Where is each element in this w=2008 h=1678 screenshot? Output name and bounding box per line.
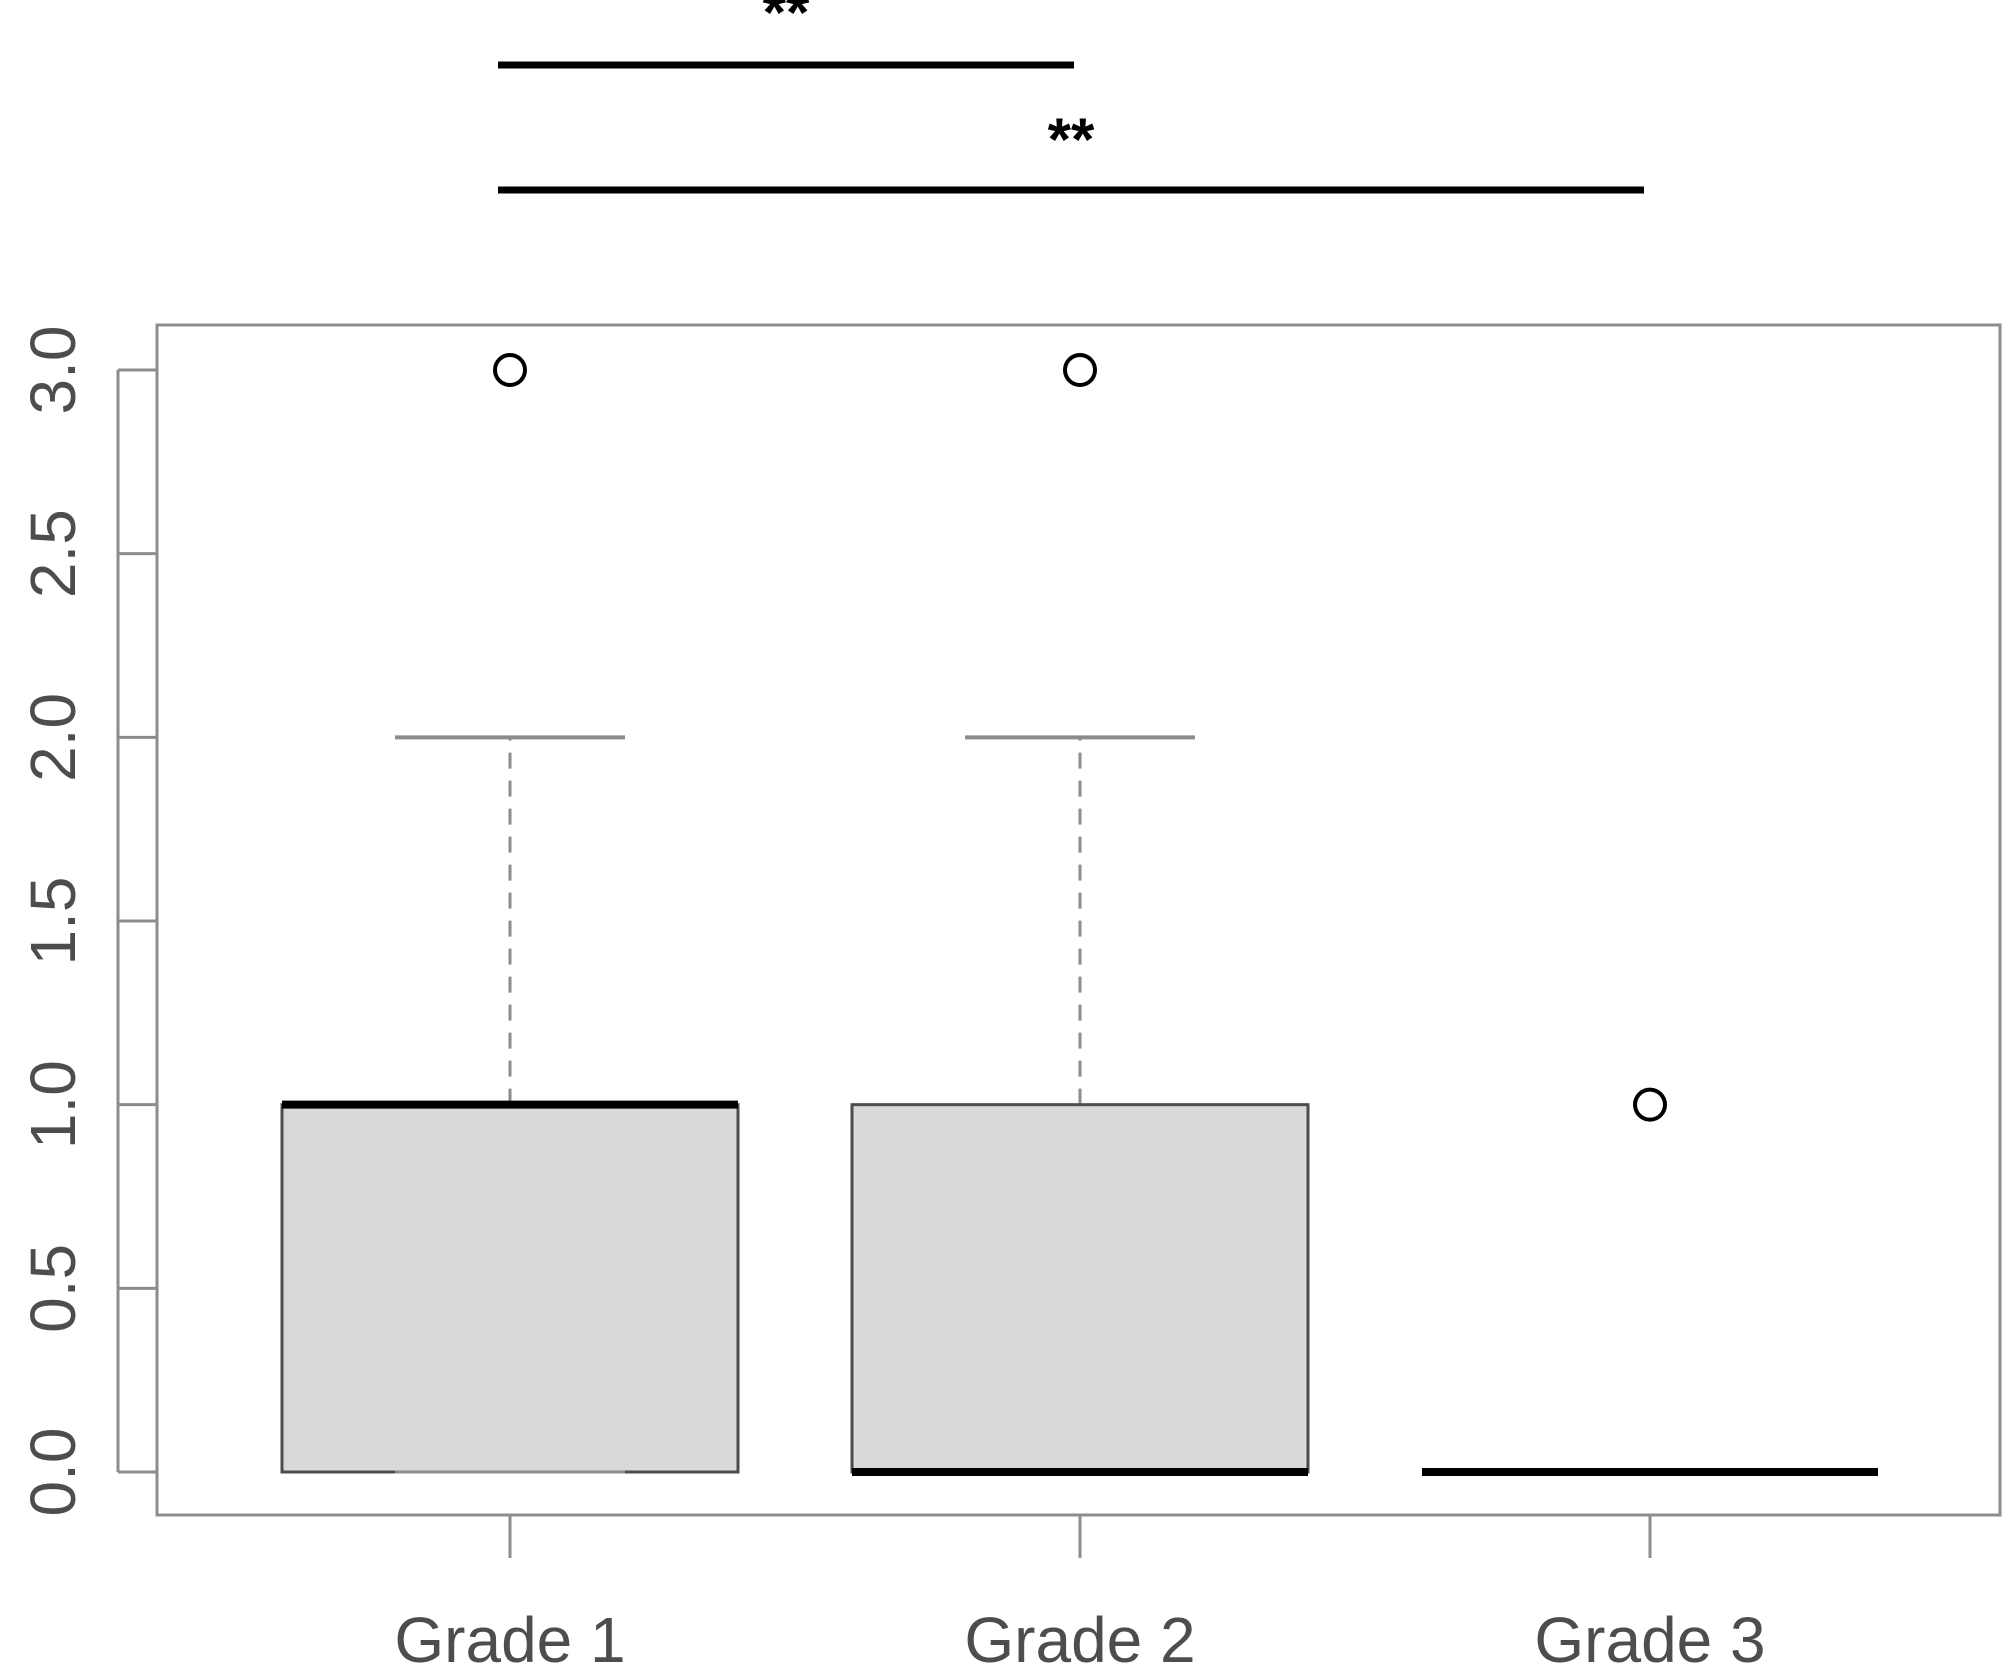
- x-tick-label: Grade 3: [1534, 1604, 1765, 1676]
- box-group: [280, 353, 740, 1474]
- box-group: [850, 353, 1310, 1476]
- box-body: [850, 1103, 1310, 1474]
- y-tick-label: 2.5: [17, 509, 89, 598]
- x-tick-label: Grade 1: [394, 1604, 625, 1676]
- y-axis: 0.0 0.5 1.0 1.5 2.0 2.5 3.0: [17, 326, 157, 1517]
- outlier-point: [493, 353, 527, 387]
- y-tick-label: 0.5: [17, 1244, 89, 1333]
- y-tick-label: 1.5: [17, 877, 89, 966]
- y-tick-label: 0.0: [17, 1428, 89, 1517]
- significance-brackets: ** **: [498, 0, 1644, 194]
- y-tick-label: 1.0: [17, 1060, 89, 1149]
- x-tick-label: Grade 2: [964, 1604, 1195, 1676]
- y-tick-label: 2.0: [17, 693, 89, 782]
- outlier-point: [1063, 353, 1097, 387]
- x-axis: Grade 1 Grade 2 Grade 3: [394, 1515, 1766, 1676]
- significance-label: **: [763, 0, 810, 46]
- box-group: [1422, 1087, 1878, 1476]
- significance-label: **: [1048, 106, 1095, 173]
- outlier-point: [1633, 1087, 1667, 1122]
- box-body: [280, 1103, 740, 1474]
- y-tick-label: 3.0: [17, 326, 89, 415]
- boxes: [280, 353, 1878, 1476]
